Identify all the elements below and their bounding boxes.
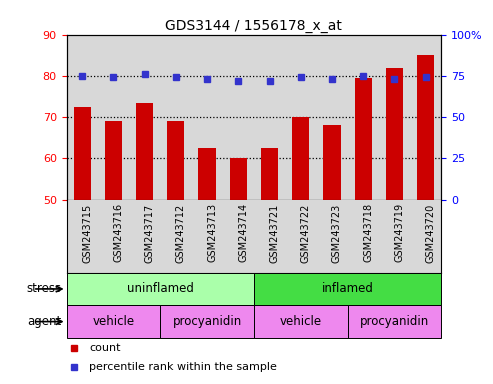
Bar	[323, 125, 341, 200]
Bar	[230, 158, 247, 200]
Text: vehicle: vehicle	[280, 315, 322, 328]
Text: GSM243714: GSM243714	[238, 204, 248, 262]
Bar	[67, 273, 254, 305]
Text: GSM243721: GSM243721	[270, 204, 280, 263]
Text: procyanidin: procyanidin	[360, 315, 429, 328]
Text: inflamed: inflamed	[321, 283, 374, 295]
Bar	[354, 78, 372, 200]
Text: GSM243718: GSM243718	[363, 204, 373, 262]
Text: GSM243719: GSM243719	[394, 204, 404, 262]
Bar	[67, 305, 160, 338]
Text: agent: agent	[28, 315, 62, 328]
Text: stress: stress	[27, 283, 62, 295]
Bar	[73, 107, 91, 200]
Text: GSM243712: GSM243712	[176, 204, 186, 263]
Bar	[254, 305, 348, 338]
Bar	[348, 305, 441, 338]
Text: GSM243722: GSM243722	[301, 204, 311, 263]
Text: procyanidin: procyanidin	[173, 315, 242, 328]
Bar	[136, 103, 153, 200]
Text: vehicle: vehicle	[92, 315, 135, 328]
Bar	[254, 273, 441, 305]
Bar	[199, 148, 215, 200]
Text: GSM243713: GSM243713	[207, 204, 217, 262]
Text: GSM243720: GSM243720	[425, 204, 436, 263]
Text: GSM243723: GSM243723	[332, 204, 342, 263]
Bar	[105, 121, 122, 200]
Bar	[167, 121, 184, 200]
Text: uninflamed: uninflamed	[127, 283, 194, 295]
Bar	[261, 148, 278, 200]
Text: GDS3144 / 1556178_x_at: GDS3144 / 1556178_x_at	[166, 19, 342, 33]
Text: GSM243716: GSM243716	[113, 204, 123, 262]
Bar	[160, 305, 254, 338]
Bar	[417, 55, 434, 200]
Text: count: count	[89, 343, 120, 353]
Text: GSM243717: GSM243717	[144, 204, 155, 263]
Text: GSM243715: GSM243715	[82, 204, 92, 263]
Bar	[292, 117, 309, 200]
Text: percentile rank within the sample: percentile rank within the sample	[89, 362, 277, 372]
Bar	[386, 68, 403, 200]
